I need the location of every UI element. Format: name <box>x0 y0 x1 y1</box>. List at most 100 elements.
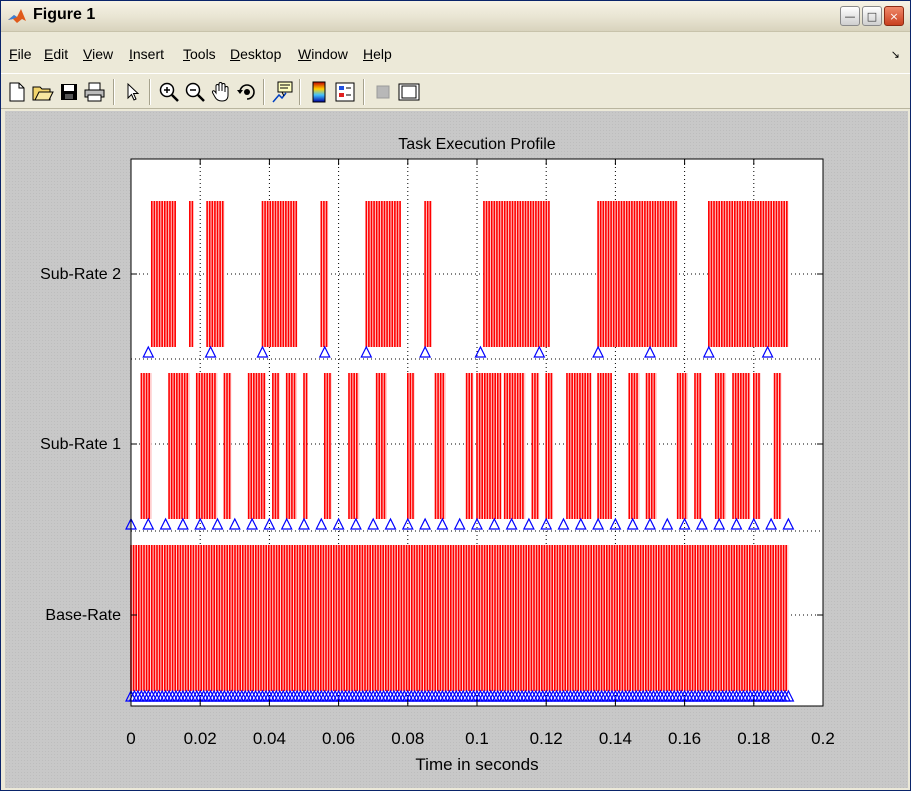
sub-rate-1-task-marker <box>453 517 466 530</box>
new-figure-icon[interactable] <box>5 80 29 104</box>
menu-desktop[interactable]: Desktop <box>230 46 282 62</box>
sub-rate-1-burst-fill <box>694 373 702 519</box>
sub-rate-1-burst-fill <box>753 373 761 519</box>
sub-rate-1-burst-fill <box>546 373 554 519</box>
sub-rate-1-task-marker <box>765 517 778 530</box>
window-title: Figure 1 <box>33 6 96 23</box>
sub-rate-1-task-marker <box>176 517 189 530</box>
sub-rate-2-task-marker <box>761 345 774 358</box>
sub-rate-2-task-marker <box>256 345 269 358</box>
sub-rate-1-task-marker <box>401 517 414 530</box>
sub-rate-1-burst-fill <box>304 373 308 519</box>
sub-rate-1-task-marker <box>488 517 501 530</box>
sub-rate-1-task-marker <box>626 517 639 530</box>
sub-rate-1-task-marker <box>332 517 345 530</box>
save-icon[interactable] <box>57 80 81 104</box>
x-tick-label: 0.16 <box>668 729 702 748</box>
rotate-3d-icon[interactable] <box>235 80 259 104</box>
sub-rate-1-task-marker <box>194 517 207 530</box>
menu-help[interactable]: Help <box>363 46 392 62</box>
menu-view[interactable]: View <box>83 46 114 62</box>
menu-insert[interactable]: Insert <box>129 46 165 62</box>
sub-rate-1-burst-fill <box>224 373 232 519</box>
sub-rate-1-task-marker <box>557 517 570 530</box>
sub-rate-1-burst-fill <box>466 373 474 519</box>
sub-rate-1-task-marker <box>609 517 622 530</box>
x-tick-label: 0.02 <box>183 729 217 748</box>
x-tick-label: 0.2 <box>811 729 835 748</box>
sub-rate-1-task-marker <box>505 517 518 530</box>
sub-rate-1-task-marker <box>159 517 172 530</box>
maximize-button[interactable]: □ <box>862 6 882 26</box>
close-button[interactable]: × <box>884 6 904 26</box>
sub-rate-1-burst-fill <box>407 373 415 519</box>
menu-tools[interactable]: Tools <box>183 46 216 62</box>
sub-rate-1-task-marker <box>747 517 760 530</box>
menu-window[interactable]: Window <box>298 46 348 62</box>
chart-title: Task Execution Profile <box>398 136 556 153</box>
sub-rate-1-task-marker <box>471 517 483 530</box>
menu-file[interactable]: File <box>9 46 32 62</box>
ytick-label-base-rate: Base-Rate <box>45 607 121 624</box>
base-rate-task-marker <box>782 689 795 702</box>
sub-rate-1-burst-fill <box>532 373 540 519</box>
sub-rate-2-task-marker <box>474 345 487 358</box>
sub-rate-2-burst-fill <box>425 201 433 347</box>
sub-rate-1-task-marker <box>436 517 449 530</box>
data-cursor-icon[interactable] <box>271 80 295 104</box>
sub-rate-1-task-marker <box>661 517 674 530</box>
sub-rate-2-burst-fill <box>189 201 194 347</box>
sub-rate-2-burst-fill <box>321 201 329 347</box>
matlab-logo-icon <box>8 9 26 23</box>
sub-rate-2-task-marker <box>360 345 373 358</box>
menu-edit[interactable]: Edit <box>44 46 69 62</box>
x-tick-label: 0.12 <box>529 729 563 748</box>
x-tick-label: 0.14 <box>598 729 632 748</box>
open-file-icon[interactable] <box>31 80 55 104</box>
sub-rate-2-task-marker <box>419 345 432 358</box>
sub-rate-1-burst-fill <box>272 373 280 519</box>
sub-rate-2-task-marker <box>142 345 155 358</box>
print-icon[interactable] <box>83 80 107 104</box>
sub-rate-1-task-marker <box>142 517 155 530</box>
show-plot-tools-icon[interactable] <box>397 80 421 104</box>
sub-rate-1-task-marker <box>280 517 293 530</box>
sub-rate-1-task-marker <box>419 517 432 530</box>
sub-rate-1-task-marker <box>678 517 691 530</box>
sub-rate-1-task-marker <box>730 517 743 530</box>
sub-rate-1-task-marker <box>574 517 587 530</box>
zoom-in-icon[interactable] <box>157 80 181 104</box>
sub-rate-1-task-marker <box>263 517 276 530</box>
legend-icon[interactable] <box>333 80 357 104</box>
sub-rate-1-task-marker <box>592 517 605 530</box>
sub-rate-2-task-marker <box>533 345 546 358</box>
sub-rate-1-task-marker <box>367 517 380 530</box>
minimize-button[interactable]: — <box>840 6 860 26</box>
title-bar[interactable]: Figure 1 — □ × <box>1 1 910 32</box>
x-tick-label: 0.08 <box>391 729 425 748</box>
ytick-label-sub-rate-1: Sub-Rate 1 <box>40 436 121 453</box>
hide-plot-tools-icon[interactable] <box>371 80 395 104</box>
x-tick-label: 0.04 <box>252 729 286 748</box>
sub-rate-1-burst-fill <box>774 373 782 519</box>
sub-rate-2-task-marker <box>702 345 715 358</box>
zoom-out-icon[interactable] <box>183 80 207 104</box>
figure-toolbar <box>1 73 910 109</box>
sub-rate-1-task-marker <box>384 517 397 530</box>
sub-rate-1-task-marker <box>349 517 362 530</box>
menu-bar: File Edit View Insert Tools Desktop Wind… <box>1 42 910 66</box>
dock-arrow-icon[interactable]: ↘ <box>890 49 900 61</box>
edit-plot-arrow-icon[interactable] <box>121 80 145 104</box>
ytick-label-sub-rate-2: Sub-Rate 2 <box>40 266 121 283</box>
sub-rate-1-burst-fill <box>324 373 332 519</box>
pan-hand-icon[interactable] <box>209 80 233 104</box>
sub-rate-2-task-marker <box>318 345 331 358</box>
sub-rate-2-task-marker <box>644 345 656 358</box>
sub-rate-1-task-marker <box>246 517 259 530</box>
colorbar-icon[interactable] <box>307 80 331 104</box>
sub-rate-1-task-marker <box>713 517 726 530</box>
sub-rate-1-task-marker <box>782 517 795 530</box>
sub-rate-1-task-marker <box>695 517 708 530</box>
